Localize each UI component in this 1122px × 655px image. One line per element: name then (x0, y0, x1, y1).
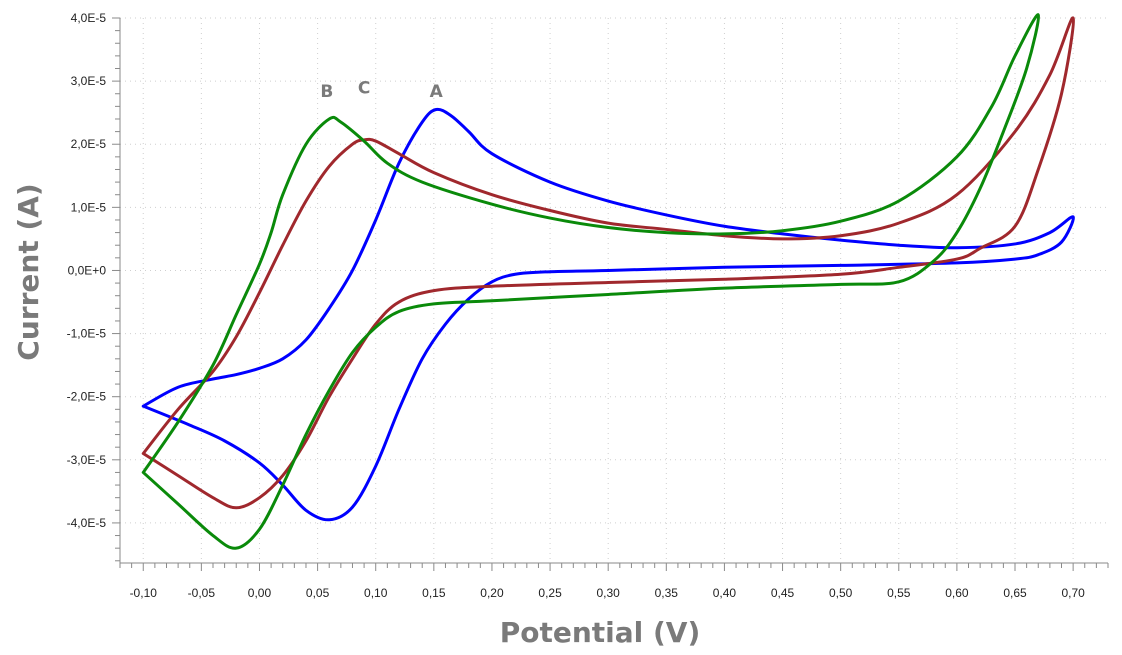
x-tick-label: 0,20 (480, 586, 504, 600)
x-tick-label: 0,10 (364, 586, 388, 600)
x-tick-label: 0,15 (422, 586, 446, 600)
y-tick-label: 1,0E-5 (71, 200, 107, 214)
x-tick-label: 0,40 (713, 586, 737, 600)
y-tick-label: -4,0E-5 (67, 516, 107, 530)
x-axis-title: Potential (V) (500, 616, 701, 649)
y-axis-ticks: 4,0E-5 3,0E-5 2,0E-5 1,0E-5 0,0E+0 -1,0E-5 -2,… (67, 11, 120, 562)
y-tick-label: -3,0E-5 (67, 453, 107, 467)
x-tick-label: 0,65 (1003, 586, 1027, 600)
x-tick-label: -0,10 (130, 586, 158, 600)
x-tick-label: 0,45 (771, 586, 795, 600)
x-tick-label: 0,60 (945, 586, 969, 600)
x-tick-label: -0,05 (188, 586, 216, 600)
series-layer (141, 13, 1075, 550)
y-axis-title: Current (A) (12, 183, 45, 360)
x-tick-label: 0,70 (1061, 586, 1085, 600)
y-tick-label: 3,0E-5 (71, 74, 107, 88)
y-tick-label: 0,0E+0 (68, 263, 107, 277)
x-tick-label: 0,55 (887, 586, 911, 600)
axes (119, 18, 1108, 564)
y-tick-label: -1,0E-5 (67, 327, 107, 341)
x-tick-label: 0,35 (655, 586, 679, 600)
peak-label-b: B (320, 82, 333, 102)
x-tick-label: 0,05 (306, 586, 330, 600)
series-line-3 (141, 13, 1041, 550)
x-tick-label: 0,25 (538, 586, 562, 600)
y-tick-label: -2,0E-5 (67, 390, 107, 404)
x-axis-ticks: -0,10 -0,05 0,00 0,05 0,10 0,15 0,20 0,25 0,30 0,… (119, 563, 1109, 600)
x-tick-label: 0,30 (597, 586, 621, 600)
y-tick-label: 2,0E-5 (71, 137, 107, 151)
peak-label-c: C (358, 79, 370, 99)
series-line-1 (141, 107, 1075, 522)
peak-label-a: A (430, 82, 444, 102)
x-tick-label: 0,50 (829, 586, 853, 600)
y-tick-label: 4,0E-5 (71, 11, 107, 25)
x-tick-label: 0,00 (248, 586, 272, 600)
grid (120, 17, 1108, 563)
series-line-2 (141, 16, 1075, 510)
